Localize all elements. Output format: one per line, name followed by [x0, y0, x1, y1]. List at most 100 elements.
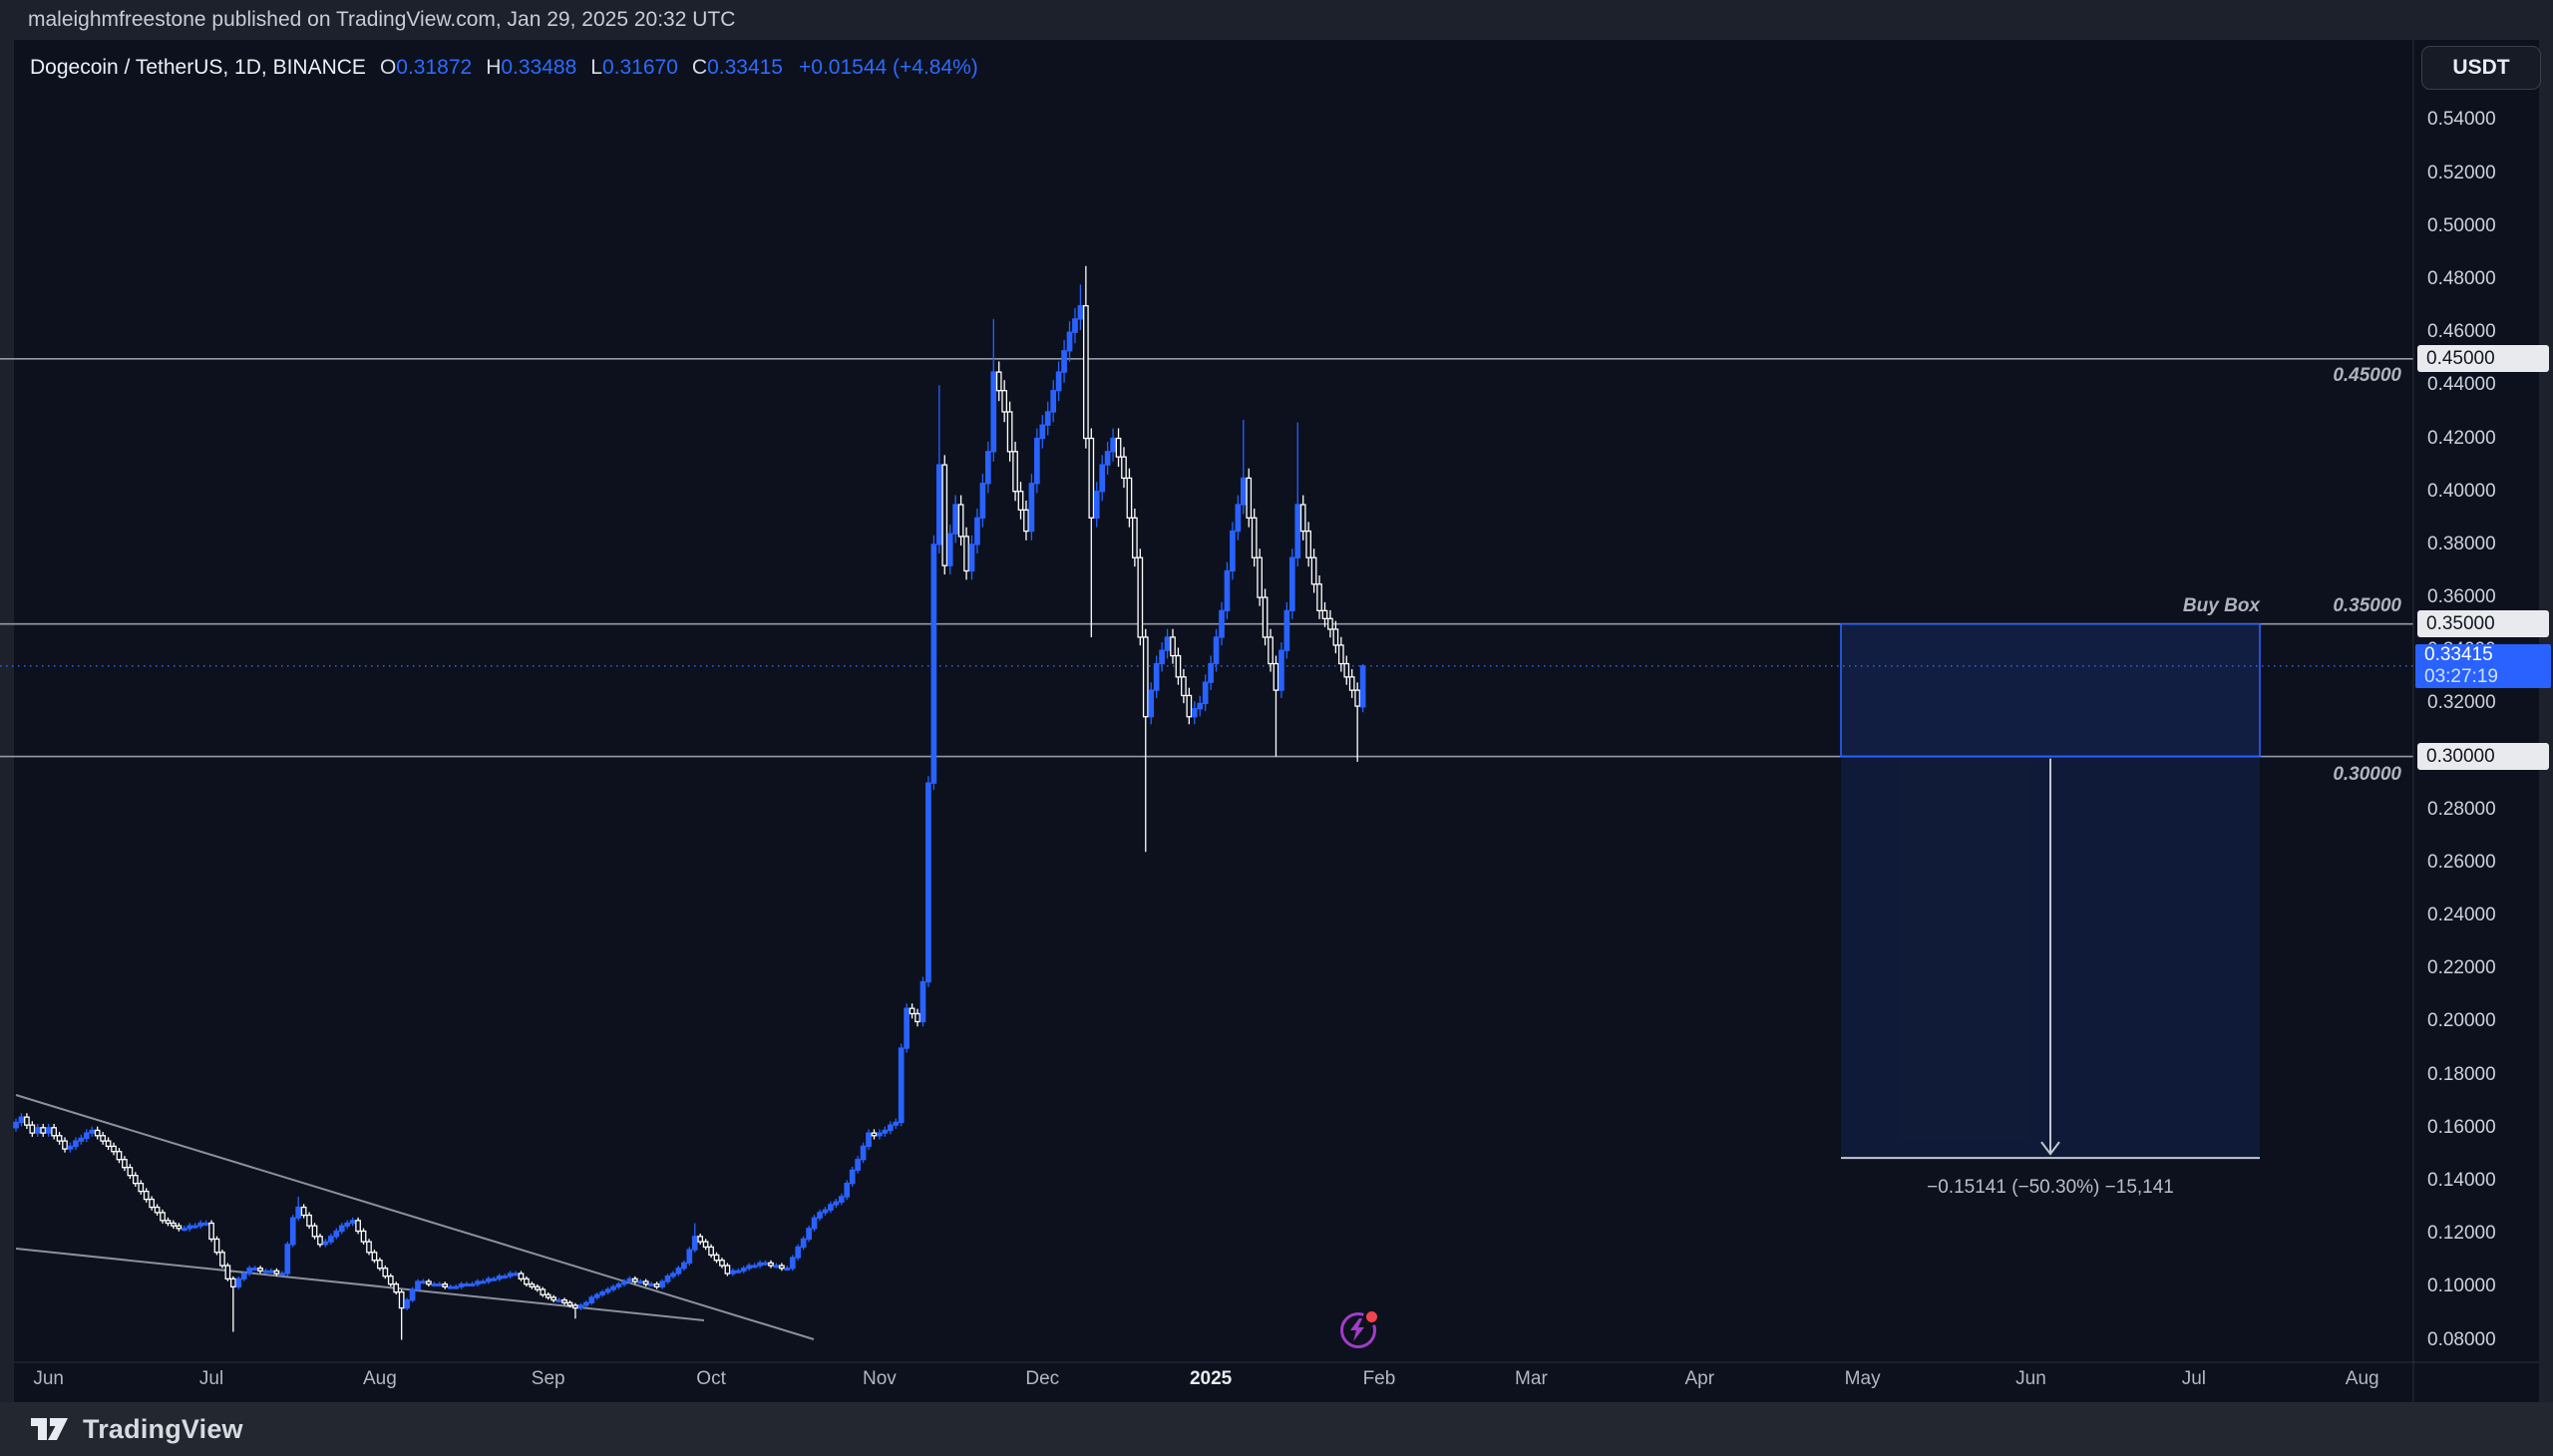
- candle-up: [877, 1132, 883, 1137]
- candle-down: [154, 1206, 161, 1214]
- buy-box-title[interactable]: Buy Box: [2182, 595, 2260, 616]
- candle-down: [1088, 437, 1095, 519]
- candle-down: [1262, 596, 1269, 638]
- candle-up: [860, 1145, 867, 1161]
- candle-up: [246, 1268, 253, 1274]
- candle-down: [360, 1230, 367, 1243]
- event-marker[interactable]: [1340, 1308, 1380, 1348]
- time-axis-month-label: Aug: [2345, 1368, 2379, 1389]
- candle-down: [1327, 617, 1333, 630]
- price-tick-label: 0.22000: [2427, 957, 2496, 979]
- candle-up: [458, 1283, 465, 1287]
- candle-up: [1039, 424, 1046, 440]
- candle-down: [719, 1260, 725, 1267]
- price-tick-label: 0.20000: [2427, 1010, 2496, 1032]
- candle-down: [1268, 636, 1274, 665]
- candle-down: [642, 1280, 649, 1285]
- candle-up: [1164, 636, 1171, 651]
- time-axis-month-label: Mar: [1515, 1368, 1548, 1389]
- candle-down: [149, 1198, 155, 1209]
- candle-down: [566, 1301, 573, 1306]
- candle-down: [138, 1182, 145, 1193]
- candle-up: [828, 1204, 834, 1211]
- candle-up: [89, 1129, 96, 1134]
- price-tick-label: 0.42000: [2427, 427, 2496, 449]
- candle-down: [1251, 517, 1258, 558]
- time-axis-month-label: Jul: [198, 1368, 224, 1389]
- candle-down: [1310, 556, 1317, 585]
- level-35-float-label: 0.35000: [2333, 595, 2401, 616]
- candle-up: [621, 1280, 627, 1285]
- candle-down: [1273, 662, 1279, 691]
- candle-up: [1110, 437, 1116, 453]
- candle-up: [349, 1220, 356, 1225]
- candle-down: [572, 1304, 578, 1309]
- candle-down: [1017, 491, 1024, 511]
- candle-up: [844, 1182, 851, 1198]
- candle-up: [784, 1268, 791, 1271]
- currency-toggle-button[interactable]: USDT: [2421, 46, 2541, 90]
- projection-measure-label[interactable]: −0.15141 (−50.30%) −15,141: [1927, 1177, 2174, 1198]
- candle-up: [730, 1270, 736, 1274]
- tradingview-wordmark[interactable]: TradingView: [83, 1413, 243, 1444]
- candle-up: [935, 464, 942, 546]
- candle-up: [1050, 390, 1057, 413]
- candle-down: [550, 1296, 557, 1301]
- candle-up: [1213, 636, 1220, 665]
- price-tick-label: 0.10000: [2427, 1275, 2496, 1297]
- candle-up: [637, 1280, 644, 1284]
- candle-down: [176, 1225, 182, 1230]
- close-value: 0.33415: [707, 56, 783, 79]
- candle-up: [513, 1273, 519, 1276]
- candle-down: [1305, 530, 1311, 558]
- candle-down: [398, 1290, 405, 1309]
- candle-down: [377, 1260, 383, 1270]
- time-axis-month-label: Dec: [1025, 1368, 1060, 1389]
- time-axis-month-label: Oct: [696, 1368, 726, 1389]
- candle-up: [762, 1262, 769, 1266]
- candle-up: [338, 1225, 345, 1233]
- candle-down: [518, 1273, 525, 1279]
- candle-down: [708, 1246, 714, 1257]
- candle-down: [426, 1280, 432, 1285]
- candle-down: [219, 1252, 225, 1267]
- candle-up: [1202, 681, 1209, 705]
- candle-down: [29, 1124, 36, 1134]
- candle-down: [561, 1298, 567, 1303]
- candle-down: [224, 1265, 231, 1279]
- candle-down: [702, 1241, 709, 1249]
- symbol-legend[interactable]: Dogecoin / TetherUS, 1D, BINANCE O 0.3187…: [30, 56, 978, 80]
- candle-down: [724, 1265, 731, 1274]
- candle-up: [197, 1222, 204, 1227]
- price-tick-label: 0.48000: [2427, 268, 2496, 290]
- candle-up: [431, 1283, 438, 1286]
- price-tick-label: 0.18000: [2427, 1063, 2496, 1085]
- level-30-float-label: 0.30000: [2333, 764, 2401, 785]
- candle-up: [1148, 689, 1155, 718]
- candle-up: [984, 451, 991, 485]
- candle-up: [447, 1285, 454, 1289]
- candle-up: [268, 1270, 274, 1274]
- symbol-title[interactable]: Dogecoin / TetherUS, 1D, BINANCE: [30, 56, 366, 79]
- candle-down: [387, 1275, 394, 1285]
- candle-down: [382, 1268, 389, 1277]
- candle-up: [626, 1277, 633, 1282]
- candle-up: [1208, 662, 1214, 683]
- candle-up: [1219, 609, 1225, 638]
- candle-down: [1126, 477, 1133, 519]
- tradingview-logo-icon[interactable]: [30, 1417, 70, 1441]
- candle-up: [659, 1280, 665, 1287]
- candle-down: [909, 1007, 915, 1015]
- candle-down: [1023, 509, 1029, 533]
- candle-up: [404, 1298, 410, 1309]
- time-axis-month-label: 2025: [1189, 1368, 1233, 1389]
- price-tick-label: 0.44000: [2427, 374, 2496, 396]
- candle-up: [240, 1273, 247, 1279]
- candle-up: [186, 1225, 193, 1230]
- candle-up: [1283, 609, 1290, 651]
- candle-up: [887, 1124, 894, 1132]
- time-axis-month-label: May: [1844, 1368, 1881, 1389]
- price-tick-label: 0.24000: [2427, 905, 2496, 926]
- candle-up: [838, 1196, 845, 1203]
